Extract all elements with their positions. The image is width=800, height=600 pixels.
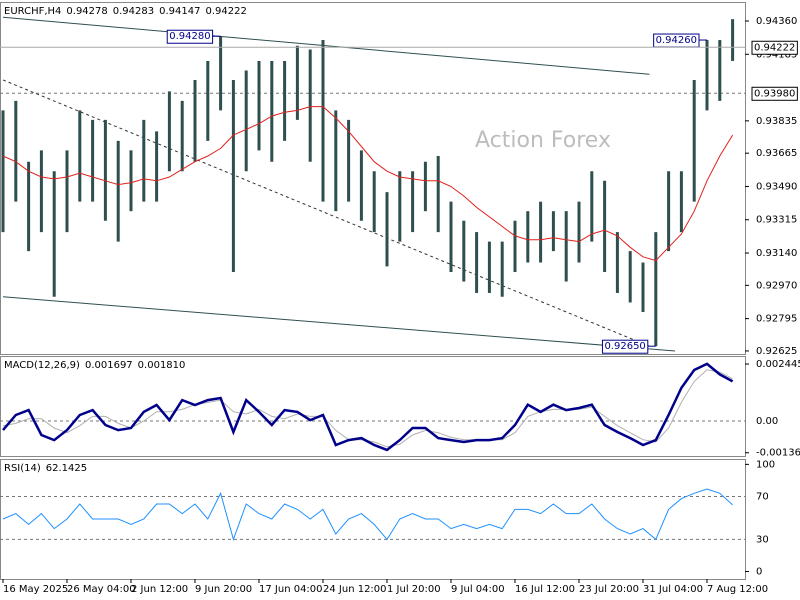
label-box xyxy=(751,40,798,55)
moving-average xyxy=(2,106,734,262)
x-tick-label: 9 Jul 04:00 xyxy=(451,584,505,595)
y-tick-label: 0.92970 xyxy=(756,280,797,291)
trend-line xyxy=(2,16,650,75)
rsi-panel xyxy=(0,459,746,580)
x-tick-label: 23 Jul 20:00 xyxy=(579,584,639,595)
y-tick-label: 0.93835 xyxy=(756,116,797,127)
panel-title-value: 0.94147 xyxy=(159,6,200,17)
y-tick-label: 0.93140 xyxy=(756,248,797,259)
panel-title-value: 0.001810 xyxy=(138,360,186,371)
level-label: 0.93980 xyxy=(754,88,795,99)
y-tick-label: 100 xyxy=(756,459,775,470)
y-tick-label: 0.94185 xyxy=(756,49,797,60)
panel-title-name: EURCHF,H4 xyxy=(4,6,61,17)
y-tick-label: 0.93665 xyxy=(756,148,797,159)
y-tick-label: 0.93490 xyxy=(756,181,797,192)
macd-line xyxy=(2,362,734,452)
level-label: 70 xyxy=(756,492,769,503)
level-label: 30 xyxy=(756,534,769,545)
panel-title-value: 0.94283 xyxy=(113,6,154,17)
annotation-label: 0.94260 xyxy=(656,35,697,46)
panel-title: MACD(12,26,9) 0.001697 0.001810 xyxy=(4,360,185,371)
label-box xyxy=(166,29,214,44)
level-label: 0.00 xyxy=(756,416,778,427)
x-tick-label: 16 May 2025 xyxy=(3,584,68,595)
y-tick-label: 0 xyxy=(756,567,762,578)
rsi-line xyxy=(2,488,733,542)
y-tick-label: 0.94360 xyxy=(756,16,797,27)
macd-panel xyxy=(0,356,746,457)
label-box xyxy=(751,86,798,101)
trend-line xyxy=(2,296,676,352)
last-price-label: 0.94222 xyxy=(754,42,795,53)
panel-title-name: MACD(12,26,9) xyxy=(4,360,80,371)
x-tick-label: 26 May 04:00 xyxy=(67,584,136,595)
panel-title-value: 0.001697 xyxy=(85,360,133,371)
x-tick-label: 16 Jul 12:00 xyxy=(515,584,575,595)
label-box xyxy=(601,339,649,354)
panel-title: RSI(14) 62.1425 xyxy=(4,463,87,474)
x-tick-label: 17 Jun 04:00 xyxy=(259,584,323,595)
y-tick-label: 0.002445 xyxy=(756,359,800,370)
y-tick-label: -0.00136 xyxy=(756,448,800,459)
trend-line xyxy=(2,79,650,347)
panel-title-value: 62.1425 xyxy=(46,463,87,474)
y-tick-label: 0.92625 xyxy=(756,346,797,357)
y-tick-label: 0.92795 xyxy=(756,314,797,325)
panel-title-name: RSI(14) xyxy=(4,463,41,474)
annotation-label: 0.94280 xyxy=(169,31,210,42)
x-tick-label: 1 Jul 20:00 xyxy=(387,584,441,595)
y-tick-label: 0.93315 xyxy=(756,215,797,226)
x-tick-label: 9 Jun 20:00 xyxy=(195,584,252,595)
panel-title: EURCHF,H4 0.94278 0.94283 0.94147 0.94222 xyxy=(4,6,247,17)
watermark: Action Forex xyxy=(475,128,611,153)
x-tick-label: 7 Aug 12:00 xyxy=(707,584,768,595)
x-tick-label: 2 Jun 12:00 xyxy=(131,584,188,595)
x-tick-label: 31 Jul 04:00 xyxy=(643,584,703,595)
x-tick-label: 24 Jun 12:00 xyxy=(323,584,387,595)
price-panel xyxy=(0,2,746,355)
panel-title-value: 0.94222 xyxy=(205,6,246,17)
annotation-label: 0.92650 xyxy=(604,341,645,352)
panel-title-value: 0.94278 xyxy=(66,6,107,17)
